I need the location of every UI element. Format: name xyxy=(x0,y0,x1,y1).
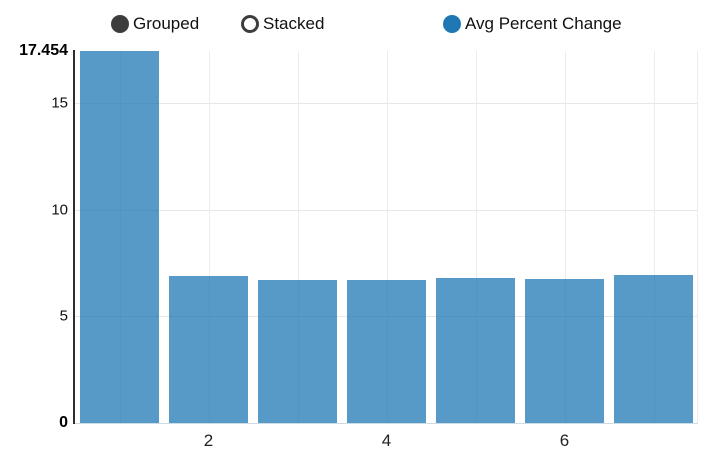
bar-category-7[interactable] xyxy=(614,274,693,423)
plot-area xyxy=(75,51,698,423)
x-tick-label-6: 6 xyxy=(559,431,570,450)
grouped-radio-label: Grouped xyxy=(133,14,200,33)
x-tick-label-4: 4 xyxy=(381,431,392,450)
x-tick-label-2: 2 xyxy=(203,431,214,450)
y-tick-label-10: 10 xyxy=(51,201,68,219)
bar-category-1[interactable] xyxy=(80,51,159,423)
control-grouped-radio[interactable]: Grouped xyxy=(111,13,199,35)
y-tick-label-17.454: 17.454 xyxy=(19,42,68,59)
bar-category-6[interactable] xyxy=(525,279,604,423)
x-axis-line xyxy=(75,423,698,424)
legend-series-avg-percent-change[interactable]: Avg Percent Change xyxy=(443,13,622,35)
x-gridline xyxy=(208,51,210,423)
x-gridline xyxy=(475,51,477,423)
bar-category-4[interactable] xyxy=(347,280,426,423)
bar-category-5[interactable] xyxy=(436,278,515,423)
x-gridline xyxy=(653,51,655,423)
series-legend-dot-icon xyxy=(443,15,461,33)
x-gridline xyxy=(297,51,299,423)
y-tick-label-0: 0 xyxy=(59,414,68,431)
y-tick-label-15: 15 xyxy=(51,94,68,112)
y-tick-label-5: 5 xyxy=(59,307,68,325)
control-stacked-radio[interactable]: Stacked xyxy=(241,13,324,35)
stacked-radio-label: Stacked xyxy=(263,14,325,33)
series-legend-label: Avg Percent Change xyxy=(465,14,622,33)
x-gridline xyxy=(386,51,388,423)
bar-category-3[interactable] xyxy=(258,280,337,423)
y-axis-line xyxy=(73,50,75,424)
bar-category-2[interactable] xyxy=(169,275,248,423)
grouped-radio-icon xyxy=(111,15,129,33)
x-gridline-right-edge xyxy=(697,51,698,423)
x-gridline xyxy=(564,51,566,423)
stacked-radio-icon xyxy=(241,15,259,33)
